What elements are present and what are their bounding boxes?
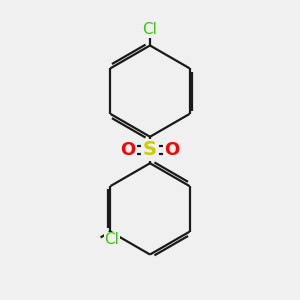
Text: O: O xyxy=(120,141,136,159)
Text: Cl: Cl xyxy=(142,22,158,37)
Text: S: S xyxy=(143,140,157,160)
Text: Cl: Cl xyxy=(104,232,119,247)
Text: O: O xyxy=(164,141,180,159)
